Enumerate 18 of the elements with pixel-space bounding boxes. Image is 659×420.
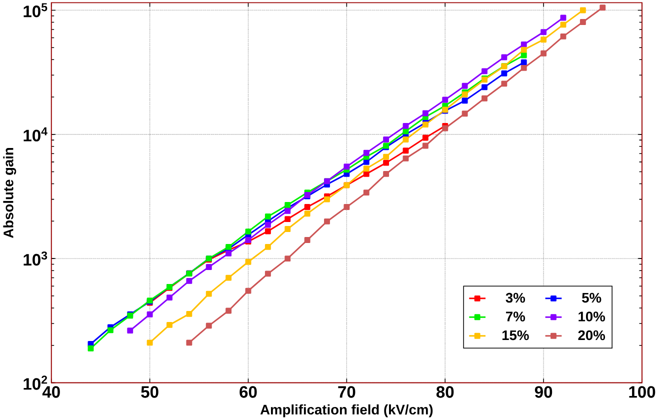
x-tick-label: 80 — [436, 386, 454, 398]
x-tick-label: 100 — [629, 386, 656, 398]
legend-label: 20% — [578, 330, 606, 340]
legend-label: 3% — [506, 292, 526, 302]
x-tick-label: 60 — [240, 386, 257, 398]
y-axis-title: Absolute gain — [3, 148, 16, 238]
x-tick-label: 90 — [534, 386, 552, 398]
legend-label: 10% — [578, 311, 606, 322]
y-tick-label: 10$^{3}$ — [24, 251, 48, 266]
y-tick-label: 10$^{5}$ — [24, 2, 48, 18]
legend-label: 15% — [502, 330, 529, 340]
x-tick-label: 70 — [338, 386, 356, 398]
x-tick-label: 40 — [42, 386, 60, 398]
legend-label: 7% — [506, 311, 526, 322]
x-tick-label: 50 — [141, 386, 158, 398]
legend-label: 5% — [582, 292, 602, 302]
y-tick-label: 10$^{4}$ — [24, 127, 48, 142]
x-axis-title: Amplification field (kV/cm) — [260, 404, 433, 418]
